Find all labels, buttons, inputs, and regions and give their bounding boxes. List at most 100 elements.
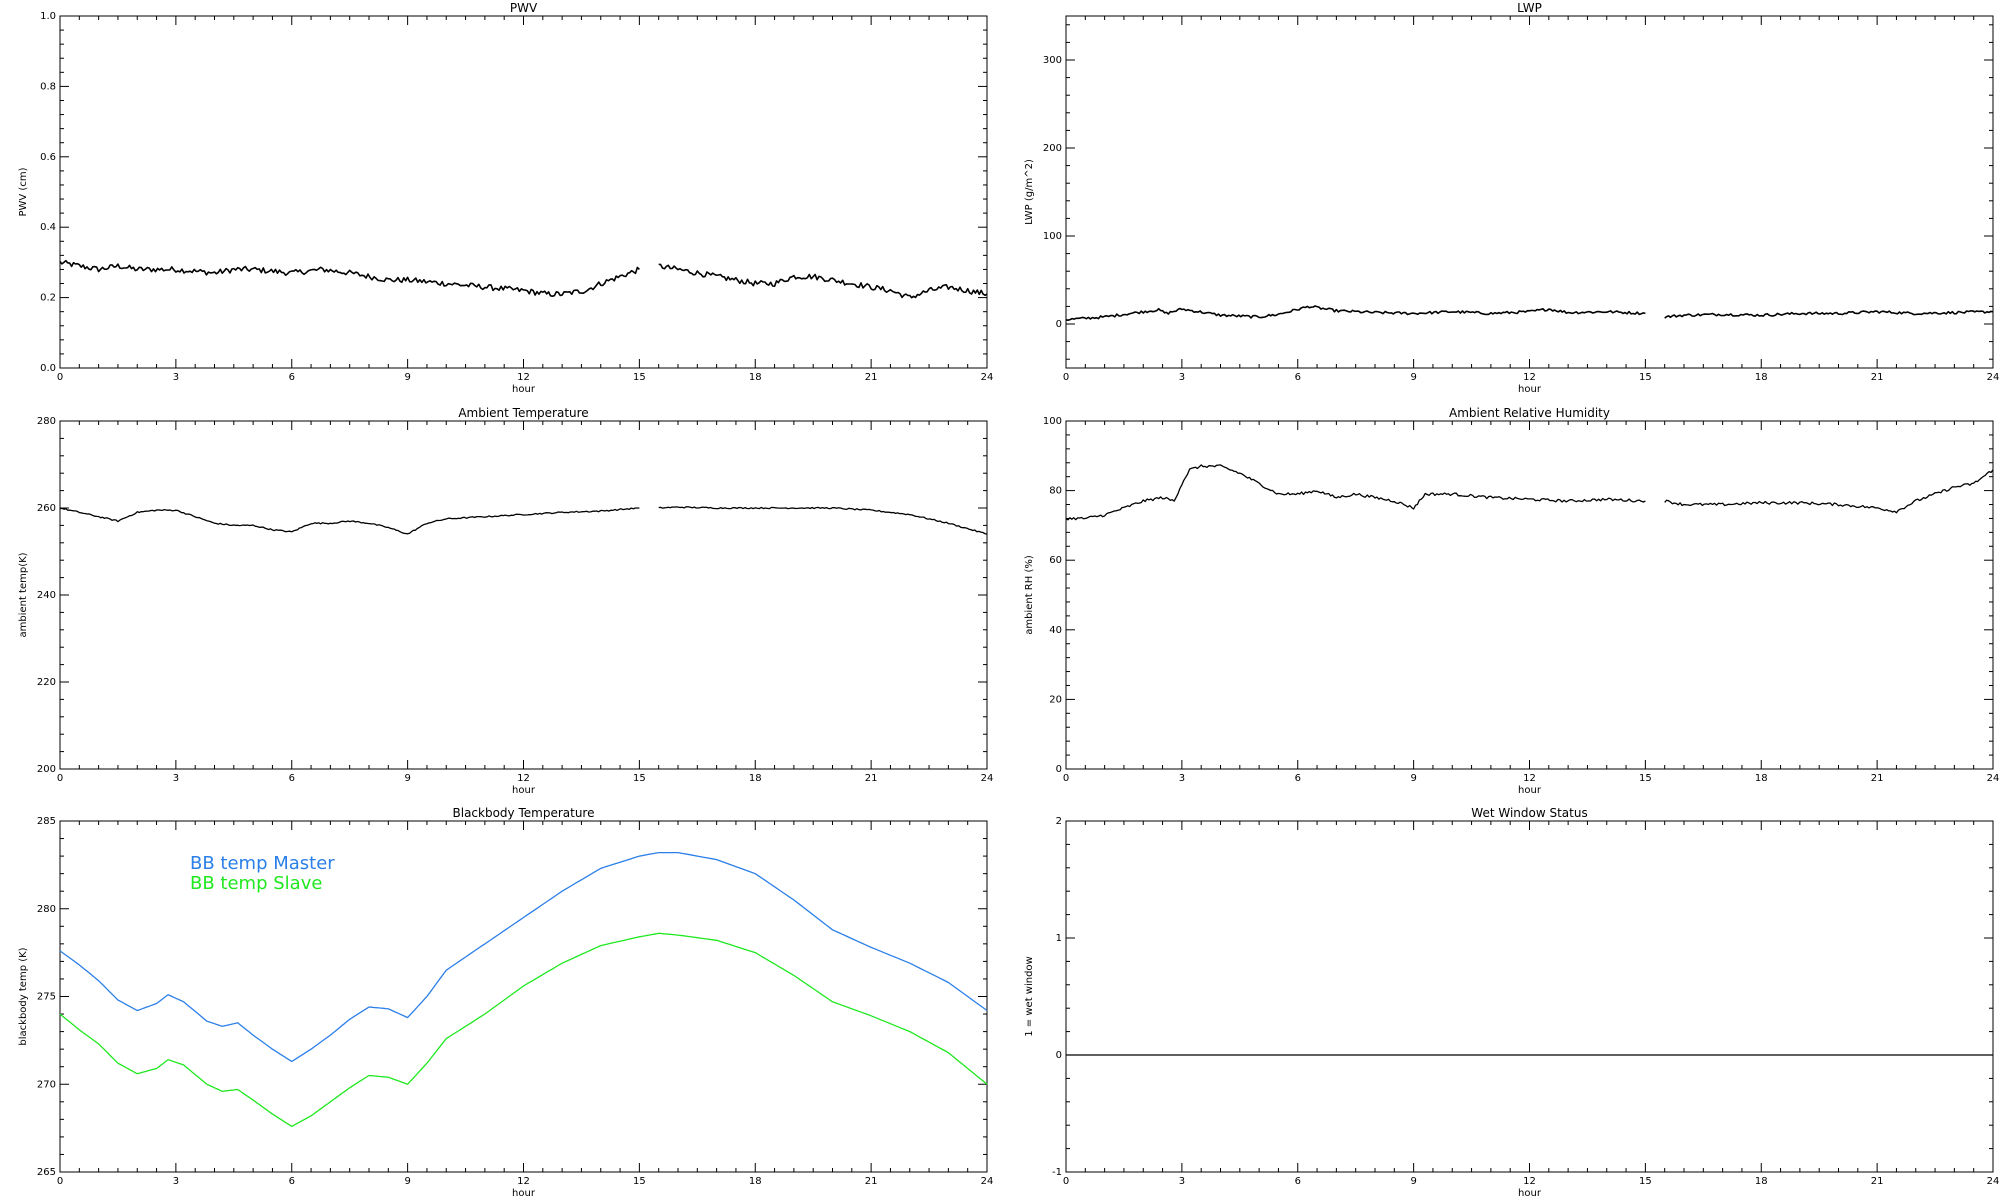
ambient-temp-y-tick-label: 260 [37, 503, 56, 514]
pwv-y-tick-label: 1.0 [40, 11, 56, 22]
blackbody-temp-y-tick-label: 270 [37, 1079, 56, 1090]
lwp-chart: LWP hour LWP (g/m^2) 0 3 6 9 12 15 18 21 24 0 100 200 3… [1024, 1, 1999, 395]
blackbody-temp-y-tick-label: 275 [37, 992, 56, 1003]
wet-window-y-tick-label: 2 [1056, 816, 1062, 827]
ambient-temp-x-tick-label: 15 [633, 773, 646, 784]
lwp-x-tick-label: 9 [1410, 372, 1416, 383]
pwv-x-tick-label: 3 [173, 372, 179, 383]
pwv-plot-frame [59, 15, 988, 369]
ambient-rh-series-line-0-seg-0 [1065, 464, 1646, 521]
pwv-x-tick-label: 15 [633, 372, 646, 383]
pwv-chart: PWV hour PWV (cm) 0 3 6 9 12 15 18 21 24 0.0 0.2 0.4 0.… [18, 1, 993, 395]
ambient-temp-series-line-0-seg-0 [59, 507, 640, 535]
lwp-series-line-0-seg-1 [1664, 310, 1994, 319]
lwp-x-tick-label: 18 [1755, 372, 1768, 383]
blackbody-temp-x-tick-label: 9 [404, 1176, 410, 1187]
ambient-rh-plot-frame [1065, 420, 1994, 770]
ambient-rh-x-tick-label: 21 [1871, 773, 1884, 784]
pwv-y-tick-label: 0.8 [40, 81, 56, 92]
ambient-temp-y-axis-label: ambient temp(K) [18, 552, 29, 637]
pwv-x-tick-label: 9 [404, 372, 410, 383]
blackbody-temp-y-tick-label: 280 [37, 904, 56, 915]
wet-window-title: Wet Window Status [1471, 806, 1587, 820]
wet-window-x-axis-label: hour [1518, 1188, 1542, 1199]
blackbody-temp-x-tick-label: 24 [981, 1176, 994, 1187]
ambient-rh-x-tick-label: 6 [1295, 773, 1301, 784]
lwp-y-tick-label: 300 [1043, 55, 1062, 66]
ambient-temp-x-tick-label: 21 [865, 773, 878, 784]
lwp-x-tick-label: 15 [1639, 372, 1652, 383]
ambient-rh-y-tick-label: 100 [1043, 416, 1062, 427]
blackbody-temp-series-line-0-seg-0 [59, 851, 988, 1063]
ambient-temp-x-tick-label: 12 [517, 773, 530, 784]
wet-window-y-axis-label: 1 = wet window [1024, 956, 1035, 1036]
wet-window-x-tick-label: 3 [1179, 1176, 1185, 1187]
pwv-series-line-0-seg-1 [658, 263, 988, 299]
ambient-rh-y-tick-label: 80 [1049, 486, 1062, 497]
ambient-rh-y-tick-label: 60 [1049, 555, 1062, 566]
pwv-x-tick-label: 18 [749, 372, 762, 383]
pwv-y-axis-label: PWV (cm) [18, 167, 29, 216]
ambient-rh-y-tick-label: 0 [1056, 764, 1062, 775]
pwv-y-tick-label: 0.2 [40, 293, 56, 304]
lwp-series-line-0-seg-0 [1065, 305, 1646, 322]
ambient-temp-x-tick-label: 24 [981, 773, 994, 784]
wet-window-x-tick-label: 21 [1871, 1176, 1884, 1187]
ambient-rh-x-tick-label: 12 [1523, 773, 1536, 784]
ambient-rh-y-tick-label: 40 [1049, 625, 1062, 636]
wet-window-x-tick-label: 15 [1639, 1176, 1652, 1187]
blackbody-temp-legend-entry: BB temp Slave [190, 873, 322, 894]
lwp-y-axis-label: LWP (g/m^2) [1024, 159, 1035, 225]
ambient-rh-x-tick-label: 0 [1063, 773, 1069, 784]
wet-window-x-tick-label: 6 [1295, 1176, 1301, 1187]
blackbody-temp-y-tick-label: 285 [37, 816, 56, 827]
blackbody-temp-chart: Blackbody Temperature hour blackbody temp … [18, 806, 993, 1199]
pwv-x-axis-label: hour [512, 384, 536, 395]
pwv-y-tick-label: 0.0 [40, 363, 56, 374]
lwp-x-tick-label: 6 [1295, 372, 1301, 383]
wet-window-y-tick-label: 0 [1056, 1050, 1062, 1061]
blackbody-temp-legend-entry: BB temp Master [190, 853, 335, 874]
pwv-series-line-0-seg-0 [59, 259, 640, 298]
lwp-x-tick-label: 3 [1179, 372, 1185, 383]
ambient-temp-y-tick-label: 280 [37, 416, 56, 427]
wet-window-x-tick-label: 12 [1523, 1176, 1536, 1187]
ambient-rh-x-axis-label: hour [1518, 785, 1542, 796]
ambient-temp-x-tick-label: 6 [289, 773, 295, 784]
ambient-temp-y-tick-label: 240 [37, 590, 56, 601]
ambient-temp-plot-frame [59, 420, 988, 770]
ambient-temp-x-tick-label: 18 [749, 773, 762, 784]
lwp-x-tick-label: 24 [1987, 372, 2000, 383]
blackbody-temp-x-tick-label: 18 [749, 1176, 762, 1187]
ambient-rh-x-tick-label: 15 [1639, 773, 1652, 784]
blackbody-temp-x-tick-label: 21 [865, 1176, 878, 1187]
ambient-rh-title: Ambient Relative Humidity [1449, 406, 1610, 420]
blackbody-temp-x-tick-label: 3 [173, 1176, 179, 1187]
blackbody-temp-y-tick-label: 265 [37, 1167, 56, 1178]
wet-window-x-tick-label: 18 [1755, 1176, 1768, 1187]
lwp-title: LWP [1517, 1, 1542, 15]
blackbody-temp-series-line-1-seg-0 [59, 932, 988, 1128]
pwv-x-tick-label: 6 [289, 372, 295, 383]
ambient-rh-x-tick-label: 9 [1410, 773, 1416, 784]
lwp-x-axis-label: hour [1518, 384, 1542, 395]
wet-window-plot-frame [1065, 820, 1994, 1173]
ambient-temp-title: Ambient Temperature [458, 406, 588, 420]
blackbody-temp-y-axis-label: blackbody temp (K) [18, 947, 29, 1045]
wet-window-chart: Wet Window Status hour 1 = wet window 0 3 6 9 1… [1024, 806, 1999, 1199]
pwv-x-tick-label: 24 [981, 372, 994, 383]
blackbody-temp-title: Blackbody Temperature [453, 806, 595, 820]
ambient-temp-x-tick-label: 0 [57, 773, 63, 784]
ambient-rh-x-tick-label: 3 [1179, 773, 1185, 784]
ambient-rh-x-tick-label: 18 [1755, 773, 1768, 784]
blackbody-temp-x-tick-label: 6 [289, 1176, 295, 1187]
lwp-y-tick-label: 0 [1056, 319, 1062, 330]
lwp-x-tick-label: 12 [1523, 372, 1536, 383]
lwp-plot-frame [1065, 15, 1994, 369]
ambient-temp-x-tick-label: 9 [404, 773, 410, 784]
ambient-rh-chart: Ambient Relative Humidity hour ambient RH … [1024, 406, 1999, 796]
blackbody-temp-x-tick-label: 0 [57, 1176, 63, 1187]
blackbody-temp-x-tick-label: 12 [517, 1176, 530, 1187]
pwv-x-tick-label: 12 [517, 372, 530, 383]
